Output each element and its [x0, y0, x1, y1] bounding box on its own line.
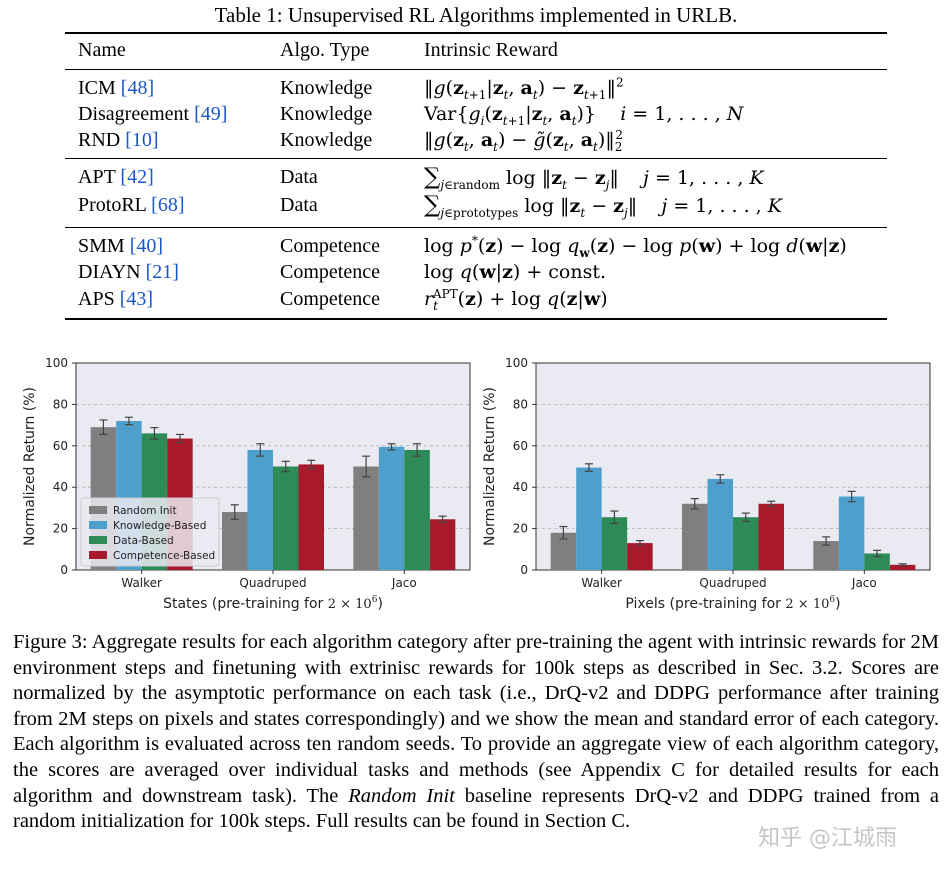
row-name-rnd: RND [10] — [78, 129, 159, 151]
bar-jaco-competence-based — [889, 564, 916, 570]
bar-jaco-random-init — [813, 541, 839, 570]
legend-label-knowledge-based: Knowledge-Based — [113, 520, 206, 532]
formula-protorl: ∑j∈prototypes log ‖zt − zj‖ j = 1, . . .… — [424, 192, 782, 220]
row-type-rnd: Knowledge — [280, 129, 373, 151]
row-type-protorl: Data — [280, 194, 318, 216]
x-tick-label-walker: Walker — [121, 576, 162, 590]
formula-diayn: log q(w|z) + const. — [424, 261, 607, 283]
figure-label: Figure 3: — [13, 631, 88, 653]
y-tick-label-0: 0 — [60, 563, 68, 577]
legend-swatch-competence-based — [89, 551, 107, 559]
row-name-aps: APS [43] — [78, 288, 154, 310]
figure-caption: Figure 3: Aggregate results for each alg… — [13, 631, 940, 833]
bar-quadruped-data-based — [733, 517, 759, 570]
y-tick-label-80: 80 — [53, 397, 68, 411]
y-tick-label-0: 0 — [520, 563, 528, 577]
row-name-protorl: ProtoRL [68] — [78, 194, 185, 216]
x-tick-label-jaco: Jaco — [391, 576, 417, 590]
row-name-icm: ICM [48] — [78, 77, 155, 99]
row-type-apt: Data — [280, 166, 318, 188]
y-tick-label-20: 20 — [53, 522, 68, 536]
header-intrinsic-reward: Intrinsic Reward — [424, 39, 558, 61]
formula-apt: ∑j∈random log ‖zt − zj‖ j = 1, . . . , K — [424, 164, 764, 192]
row-name-smm: SMM [40] — [78, 235, 164, 257]
formula-smm: log p*(z) − log qw(z) − log p(w) + log d… — [424, 233, 847, 260]
legend-box — [80, 497, 220, 567]
watermark: 知乎 @江城雨 — [758, 826, 897, 851]
x-tick-label-quadruped: Quadruped — [699, 576, 766, 590]
bar-quadruped-random-init — [222, 512, 248, 570]
x-tick-label-jaco: Jaco — [851, 576, 877, 590]
table-caption: Table 1: Unsupervised RL Algorithms impl… — [214, 3, 738, 27]
bar-jaco-knowledge-based — [838, 496, 865, 570]
legend-label-random-init: Random Init — [113, 505, 177, 517]
table-group-rule-2 — [65, 227, 887, 228]
states-chart-svg: 0 20 40 60 80 100 Walker Quadruped Jaco Normalize… — [22, 356, 471, 612]
bar-jaco-competence-based — [429, 519, 456, 570]
bar-jaco-data-based — [404, 449, 430, 570]
x-tick-label-walker: Walker — [581, 576, 622, 590]
y-axis-label: Normalized Return (%) — [482, 387, 498, 546]
bar-quadruped-competence-based — [758, 503, 784, 570]
row-type-disagreement: Knowledge — [280, 103, 373, 125]
y-tick-label-60: 60 — [53, 439, 68, 453]
x-axis-label: Pixels (pre-training for 2 × 106) — [625, 595, 840, 612]
bar-jaco-data-based — [864, 553, 890, 570]
bar-jaco-random-init — [353, 466, 379, 570]
row-type-diayn: Competence — [280, 261, 380, 283]
legend-swatch-data-based — [89, 536, 107, 544]
pixels-chart-svg: 0 20 40 60 80 100 Walker Quadruped Jaco Normalize… — [482, 356, 931, 612]
legend-swatch-knowledge-based — [89, 521, 107, 529]
header-algo-type: Algo. Type — [280, 39, 370, 61]
row-name-apt: APT [42] — [78, 166, 154, 188]
y-tick-label-60: 60 — [513, 439, 528, 453]
header-name: Name — [78, 39, 126, 61]
legend-label-competence-based: Competence-Based — [113, 550, 215, 562]
table-bottom-rule — [65, 318, 887, 320]
bar-quadruped-random-init — [682, 503, 708, 570]
bar-quadruped-competence-based — [298, 464, 324, 570]
bar-walker-data-based — [601, 517, 628, 570]
y-tick-label-20: 20 — [513, 522, 528, 536]
x-axis-label: States (pre-training for 2 × 106) — [163, 595, 383, 612]
row-name-diayn: DIAYN [21] — [78, 261, 179, 283]
row-type-aps: Competence — [280, 288, 380, 310]
bar-quadruped-knowledge-based — [707, 478, 733, 570]
bar-quadruped-data-based — [273, 466, 299, 570]
bar-quadruped-knowledge-based — [247, 449, 273, 570]
bar-walker-competence-based — [627, 543, 653, 570]
bar-jaco-knowledge-based — [378, 446, 405, 570]
legend-label-data-based: Data-Based — [113, 535, 174, 547]
pixels-bar-chart: 0 20 40 60 80 100 Walker Quadruped Jaco Normalize… — [472, 350, 942, 615]
y-tick-label-40: 40 — [53, 480, 68, 494]
y-axis-label: Normalized Return (%) — [22, 387, 38, 546]
y-tick-label-40: 40 — [513, 480, 528, 494]
states-bar-chart: 0 20 40 60 80 100 Walker Quadruped Jaco Normalize… — [12, 350, 482, 615]
x-tick-label-quadruped: Quadruped — [239, 576, 306, 590]
table-group-rule-1 — [65, 158, 887, 159]
formula-icm: ‖g(zt+1|zt, at) − zt+1‖2 — [424, 75, 624, 102]
bar-walker-knowledge-based — [576, 467, 602, 570]
row-name-disagreement: Disagreement [49] — [78, 103, 228, 125]
table-header-rule — [65, 69, 887, 70]
formula-rnd: ‖g(zt, at) − g̃(zt, at)‖22 — [424, 127, 624, 154]
y-tick-label-100: 100 — [505, 356, 528, 370]
legend-swatch-random-init — [89, 506, 107, 514]
row-type-smm: Competence — [280, 235, 380, 257]
formula-aps: rtAPT(z) + log q(z|w) — [424, 286, 608, 313]
y-tick-label-100: 100 — [45, 356, 68, 370]
formula-disagreement: Var{gi(zt+1|zt, at)} i = 1, . . . , N — [424, 103, 744, 128]
table-top-rule — [65, 32, 887, 34]
y-tick-label-80: 80 — [513, 397, 528, 411]
row-type-icm: Knowledge — [280, 77, 373, 99]
